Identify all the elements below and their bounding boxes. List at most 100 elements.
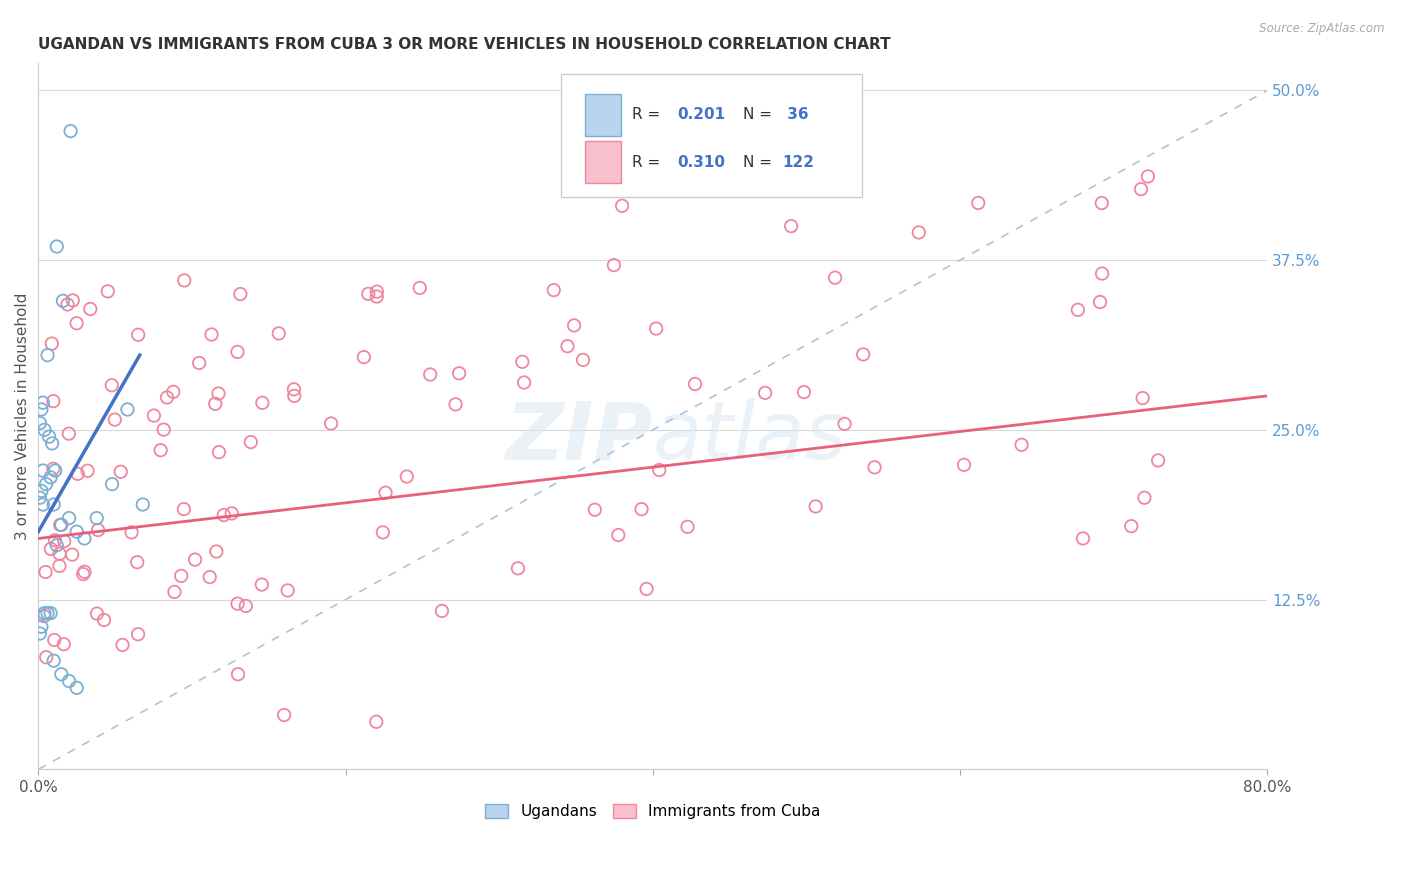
Point xyxy=(205,544,228,558)
Point xyxy=(52,637,75,651)
Point xyxy=(863,460,886,475)
Point xyxy=(93,613,115,627)
Point xyxy=(76,464,98,478)
Point xyxy=(1011,438,1033,452)
Point xyxy=(132,498,155,512)
Point xyxy=(66,467,89,481)
Point xyxy=(72,567,94,582)
Point xyxy=(73,565,96,579)
Point xyxy=(267,326,290,341)
Text: N =: N = xyxy=(742,154,776,169)
Point xyxy=(59,124,82,138)
Point xyxy=(543,283,565,297)
Point xyxy=(409,281,432,295)
Point xyxy=(572,352,595,367)
Point xyxy=(45,239,67,253)
Point xyxy=(319,417,342,431)
Point xyxy=(366,289,388,303)
Point xyxy=(1091,267,1114,281)
Point xyxy=(366,285,388,299)
Point xyxy=(28,416,51,430)
Point xyxy=(1133,491,1156,505)
Point xyxy=(430,604,453,618)
Point xyxy=(252,396,274,410)
Point xyxy=(44,464,66,478)
Point xyxy=(1132,391,1154,405)
Point xyxy=(30,620,52,634)
Point xyxy=(32,609,55,624)
Point xyxy=(121,525,143,540)
Point xyxy=(204,397,226,411)
Point xyxy=(101,378,124,392)
Point xyxy=(35,650,58,665)
Point xyxy=(38,429,60,443)
Point xyxy=(35,477,58,491)
Point xyxy=(250,577,273,591)
Point xyxy=(283,382,305,396)
Point xyxy=(52,293,75,308)
Point xyxy=(30,483,52,498)
Point xyxy=(117,402,139,417)
Point xyxy=(1136,169,1159,184)
Point xyxy=(127,327,149,342)
Point xyxy=(58,511,80,525)
Point xyxy=(53,534,76,549)
Point xyxy=(41,436,63,450)
Point xyxy=(45,538,67,552)
Point xyxy=(44,533,66,548)
Point xyxy=(419,368,441,382)
Point xyxy=(583,502,606,516)
Point xyxy=(62,293,84,308)
Y-axis label: 3 or more Vehicles in Household: 3 or more Vehicles in Household xyxy=(15,293,30,540)
Point xyxy=(226,597,249,611)
Point xyxy=(65,316,87,330)
Text: UGANDAN VS IMMIGRANTS FROM CUBA 3 OR MORE VEHICLES IN HOUSEHOLD CORRELATION CHAR: UGANDAN VS IMMIGRANTS FROM CUBA 3 OR MOR… xyxy=(38,37,891,53)
Point xyxy=(198,570,221,584)
Point xyxy=(510,355,533,369)
Point xyxy=(208,445,231,459)
Point xyxy=(366,714,388,729)
Text: N =: N = xyxy=(742,107,776,122)
Point xyxy=(212,508,235,522)
Point xyxy=(200,327,222,342)
Point xyxy=(1147,453,1170,467)
Point xyxy=(283,389,305,403)
Point xyxy=(793,385,815,400)
Point xyxy=(780,219,803,234)
Point xyxy=(111,638,134,652)
Point xyxy=(277,583,299,598)
Point xyxy=(1071,532,1094,546)
Point xyxy=(357,286,380,301)
Point xyxy=(907,226,929,240)
Point xyxy=(42,394,65,409)
Point xyxy=(967,195,990,210)
Point xyxy=(754,385,776,400)
Point xyxy=(1088,295,1111,310)
Point xyxy=(44,632,66,647)
Point xyxy=(32,498,55,512)
Point xyxy=(173,273,195,287)
Point xyxy=(66,681,89,695)
Point xyxy=(39,541,62,556)
Text: ZIP: ZIP xyxy=(506,399,652,476)
Point xyxy=(221,507,243,521)
Point xyxy=(34,565,56,579)
Point xyxy=(513,376,536,390)
Point xyxy=(87,523,110,537)
Point xyxy=(37,348,59,362)
Point xyxy=(34,606,56,620)
Point xyxy=(58,426,80,441)
Point xyxy=(444,397,467,411)
Point xyxy=(86,607,108,621)
Point xyxy=(101,477,124,491)
Point xyxy=(636,582,658,596)
Point xyxy=(1121,519,1143,533)
Point xyxy=(676,520,699,534)
Point xyxy=(58,673,80,688)
Point xyxy=(610,199,633,213)
Point xyxy=(170,569,193,583)
Point xyxy=(824,270,846,285)
Point xyxy=(226,667,249,681)
Point xyxy=(395,469,418,483)
Legend: Ugandans, Immigrants from Cuba: Ugandans, Immigrants from Cuba xyxy=(479,798,827,825)
